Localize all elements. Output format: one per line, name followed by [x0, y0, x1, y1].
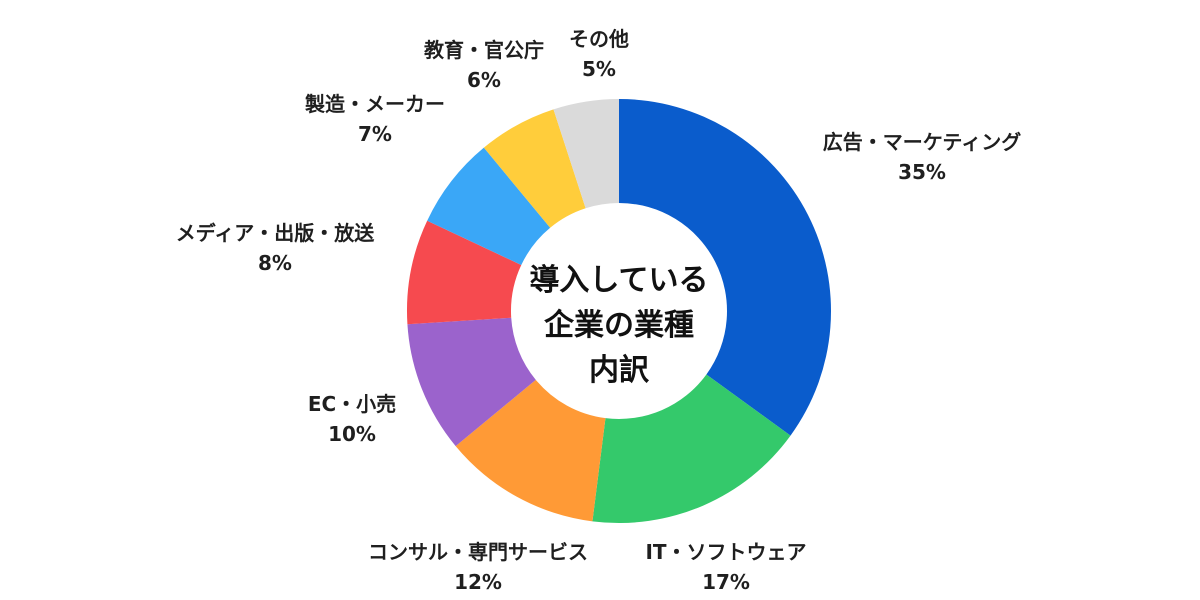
- slice-value-7: 6%: [467, 68, 501, 92]
- donut-slice-7: [483, 109, 586, 228]
- center-title-line-1: 導入している: [529, 263, 708, 298]
- slice-labels: 広告・マーケティング 35% IT・ソフトウェア 17% コンサル・専門サービス 12% E…: [176, 27, 1022, 594]
- donut-slice-4: [407, 317, 536, 447]
- donut-slice-8: [553, 99, 619, 209]
- center-title-line-3: 内訳: [589, 353, 650, 388]
- slice-label-6: 製造・メーカー: [305, 92, 445, 116]
- donut-slices: [407, 99, 831, 523]
- slice-value-5: 8%: [258, 251, 292, 275]
- donut-slice-2: [592, 374, 791, 523]
- donut-slice-1: [619, 99, 831, 436]
- slice-value-2: 17%: [702, 570, 750, 594]
- slice-label-3: コンサル・専門サービス: [368, 540, 588, 564]
- slice-label-1: 広告・マーケティング: [823, 130, 1021, 154]
- slice-value-6: 7%: [358, 122, 392, 146]
- slice-label-5: メディア・出版・放送: [176, 221, 376, 245]
- slice-value-4: 10%: [328, 422, 376, 446]
- center-title: 導入している 企業の業種 内訳: [529, 263, 708, 388]
- slice-value-8: 5%: [582, 57, 616, 81]
- donut-slice-5: [407, 220, 522, 325]
- slice-label-8: その他: [569, 27, 629, 51]
- donut-slice-6: [427, 147, 551, 266]
- slice-value-1: 35%: [898, 160, 946, 184]
- slice-label-2: IT・ソフトウェア: [645, 540, 806, 564]
- slice-label-7: 教育・官公庁: [424, 38, 544, 62]
- slice-label-4: EC・小売: [308, 392, 396, 416]
- donut-slice-3: [455, 379, 606, 522]
- center-title-line-2: 企業の業種: [544, 308, 694, 343]
- slice-value-3: 12%: [454, 570, 502, 594]
